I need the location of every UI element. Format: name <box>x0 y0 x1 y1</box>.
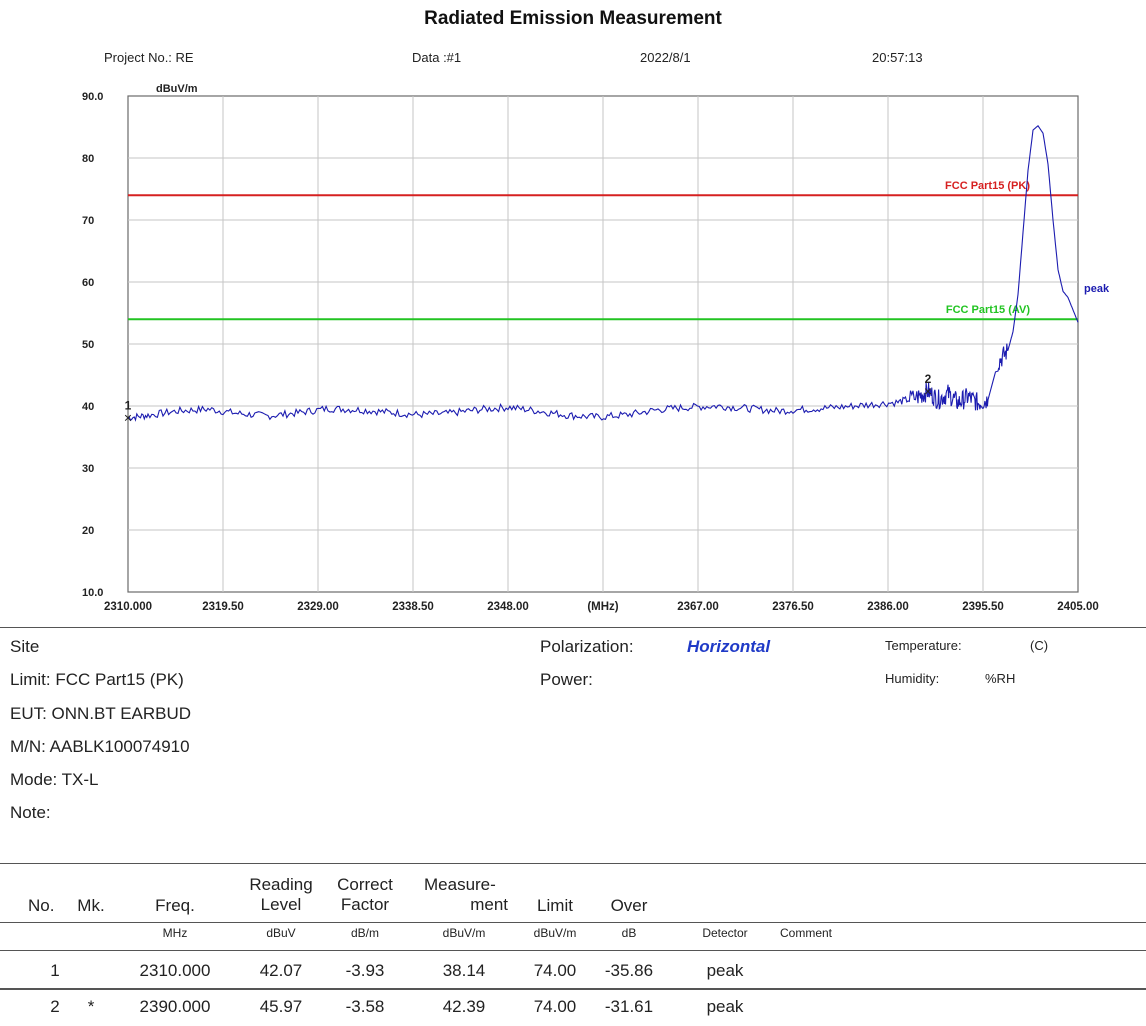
x-tick-label: (MHz) <box>587 601 618 613</box>
unit-reading: dBuV <box>266 926 296 940</box>
row-detector: peak <box>706 961 744 980</box>
row-mk: * <box>87 997 95 1016</box>
limit-label: FCC Part15 (AV) <box>946 304 1030 316</box>
row-over: -35.86 <box>604 961 654 980</box>
grid <box>128 96 1078 592</box>
humidity-unit: %RH <box>985 671 1016 686</box>
col-header-no: No. <box>28 896 55 915</box>
project-number: Project No.: RE <box>104 50 194 65</box>
x-tick-label: 2348.00 <box>487 601 529 613</box>
col-header-mk: Mk. <box>77 896 105 915</box>
report-time: 20:57:13 <box>872 50 923 65</box>
row-no: 1 <box>50 961 60 980</box>
row-measurement: 42.39 <box>442 997 486 1016</box>
row-reading: 45.97 <box>259 997 303 1016</box>
col-header-measure-line2: ment <box>470 895 508 914</box>
x-tick-label: 2338.50 <box>392 601 434 613</box>
report-title: Radiated Emission Measurement <box>424 8 722 29</box>
row-no: 2 <box>50 997 60 1016</box>
unit-detector: Detector <box>702 926 748 940</box>
temperature-unit: (C) <box>1030 638 1049 653</box>
marker-label: 2 <box>925 372 932 386</box>
humidity-label: Humidity: <box>885 671 940 686</box>
col-header-measurement: Measure- ment <box>416 875 512 915</box>
x-tick-label: 2329.00 <box>297 601 339 613</box>
unit-comment: Comment <box>780 926 833 940</box>
x-tick-label: 2386.00 <box>867 601 909 613</box>
x-tick-label: 2405.00 <box>1057 601 1099 613</box>
data-number: Data :#1 <box>412 50 462 65</box>
row-measurement: 38.14 <box>442 961 486 980</box>
unit-freq: MHz <box>162 926 188 940</box>
row-over: -31.61 <box>604 997 654 1016</box>
row-reading: 42.07 <box>259 961 303 980</box>
y-tick-label: 40 <box>82 401 94 413</box>
row-correct: -3.93 <box>345 961 385 980</box>
emission-chart: FCC Part15 (PK)FCC Part15 (AV) peak ×1×2… <box>82 83 1110 613</box>
table-units-rule <box>0 950 1146 951</box>
col-header-measure-line1: Measure- <box>424 875 496 894</box>
table-top-rule <box>0 863 1146 864</box>
y-tick-label: 30 <box>82 463 94 475</box>
unit-over: dB <box>621 926 637 940</box>
marker-cross: × <box>924 383 932 399</box>
marker-label: 1 <box>125 399 132 413</box>
site-label: Site <box>10 637 40 656</box>
row-limit: 74.00 <box>533 997 577 1016</box>
x-tick-label: 2319.50 <box>202 601 244 613</box>
model-number: M/N: AABLK100074910 <box>10 737 190 756</box>
polarization-value: Horizontal <box>687 637 771 656</box>
col-header-correct-line2: Factor <box>340 895 390 914</box>
col-header-correct: Correct Factor <box>320 875 410 915</box>
y-tick-label: 90.0 <box>82 91 103 103</box>
unit-correct: dB/m <box>350 926 379 940</box>
y-axis-label: dBuV/m <box>156 83 198 95</box>
y-tick-label: 80 <box>82 153 94 165</box>
row-detector: peak <box>706 997 744 1016</box>
row-limit: 74.00 <box>533 961 577 980</box>
report-date: 2022/8/1 <box>640 50 691 65</box>
temperature-label: Temperature: <box>885 638 962 653</box>
y-tick-label: 70 <box>82 215 94 227</box>
power-label: Power: <box>540 670 593 689</box>
row-freq: 2310.000 <box>139 961 211 980</box>
mode-label: Mode: TX-L <box>10 770 99 789</box>
series-line <box>127 125 1079 422</box>
col-header-reading-line1: Reading <box>249 875 313 894</box>
note-label: Note: <box>10 803 51 822</box>
series-label: peak <box>1084 283 1110 295</box>
col-header-freq: Freq. <box>155 896 195 915</box>
y-tick-label: 60 <box>82 277 94 289</box>
x-tick-labels: 2310.000 2319.50 2329.00 2338.50 2348.00 (MHz… <box>104 601 1099 613</box>
limit-label: Limit: FCC Part15 (PK) <box>10 670 184 689</box>
col-header-correct-line1: Correct <box>337 875 393 894</box>
eut-label: EUT: ONN.BT EARBUD <box>10 704 192 723</box>
y-tick-labels: 10.0 20 30 40 50 60 70 80 90.0 <box>82 91 103 599</box>
x-tick-label: 2367.00 <box>677 601 719 613</box>
limit-lines: FCC Part15 (PK) FCC Part15 (AV) <box>128 180 1078 321</box>
y-tick-label: 50 <box>82 339 94 351</box>
x-tick-label: 2310.000 <box>104 601 152 613</box>
col-header-reading-line2: Level <box>260 895 302 914</box>
marker-layer: ×1×2 <box>124 372 932 425</box>
row-freq: 2390.000 <box>139 997 211 1016</box>
marker-cross: × <box>124 410 132 426</box>
table-header-rule <box>0 922 1146 923</box>
table-row-rule <box>0 988 1146 990</box>
col-header-limit: Limit <box>537 896 573 915</box>
unit-measurement: dBuV/m <box>442 926 486 940</box>
info-divider-top <box>0 627 1146 628</box>
x-tick-label: 2395.50 <box>962 601 1004 613</box>
y-tick-label: 10.0 <box>82 587 103 599</box>
col-header-reading: Reading Level <box>236 875 326 915</box>
limit-label: FCC Part15 (PK) <box>945 180 1030 192</box>
col-header-over: Over <box>610 896 648 915</box>
series-layer: peak <box>127 125 1110 422</box>
unit-limit: dBuV/m <box>533 926 577 940</box>
y-tick-label: 20 <box>82 525 94 537</box>
x-tick-label: 2376.50 <box>772 601 814 613</box>
row-correct: -3.58 <box>345 997 385 1016</box>
polarization-label: Polarization: <box>540 637 634 656</box>
